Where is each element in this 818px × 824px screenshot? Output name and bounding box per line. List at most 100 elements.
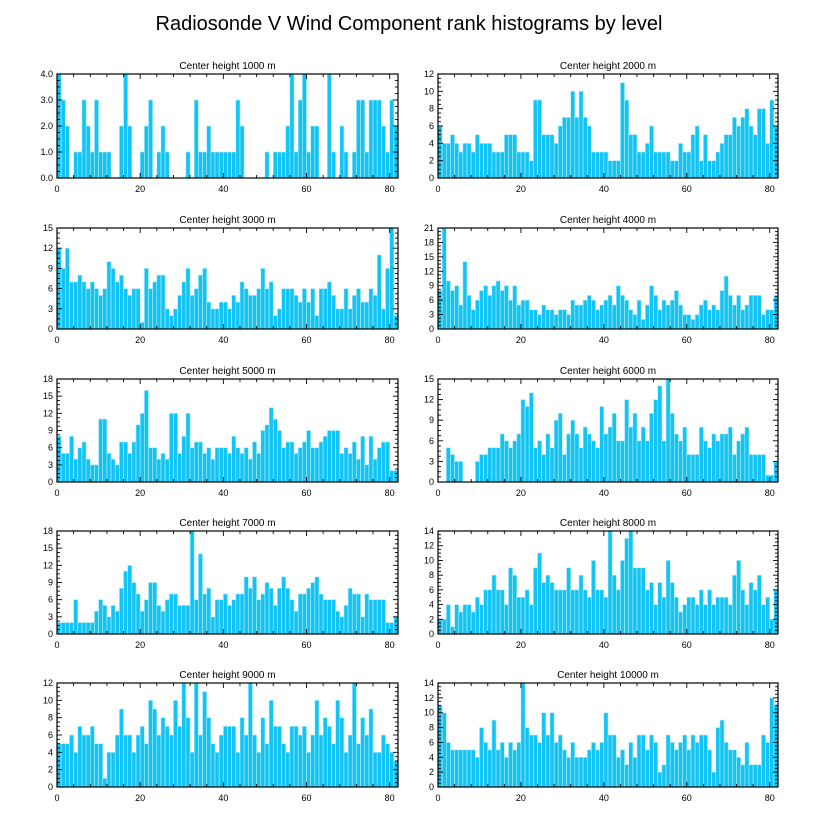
bar xyxy=(339,125,345,179)
bar xyxy=(260,268,266,330)
x-tick-label: 40 xyxy=(218,335,228,345)
bar xyxy=(499,742,505,788)
bar xyxy=(335,610,341,635)
y-tick-label: 8 xyxy=(429,723,434,733)
bar xyxy=(181,682,187,788)
bar xyxy=(223,447,228,483)
bar xyxy=(256,599,262,635)
bar xyxy=(665,304,671,330)
bar xyxy=(289,441,295,483)
x-tick-label: 60 xyxy=(682,335,692,345)
bar xyxy=(389,470,395,483)
x-tick-label: 20 xyxy=(516,793,526,803)
bar xyxy=(615,160,621,179)
bar xyxy=(586,125,592,179)
bar xyxy=(653,399,659,483)
bar xyxy=(331,743,336,788)
bar xyxy=(761,314,766,330)
bar xyxy=(339,453,345,483)
y-tick-label: 12 xyxy=(424,541,434,551)
bar xyxy=(669,742,675,788)
y-tick-label: 6 xyxy=(429,585,434,595)
bar xyxy=(727,604,733,635)
bar xyxy=(545,433,551,483)
bar xyxy=(549,712,555,788)
bar xyxy=(661,151,667,179)
bar xyxy=(769,309,775,330)
bar xyxy=(65,125,70,179)
y-tick-label: 15 xyxy=(43,391,53,401)
bar xyxy=(218,301,224,330)
bar xyxy=(148,700,153,788)
bar xyxy=(649,734,654,788)
x-tick-label: 40 xyxy=(599,640,609,650)
bar xyxy=(156,274,162,330)
bar xyxy=(570,419,576,483)
bar xyxy=(752,589,758,635)
y-tick-label: 15 xyxy=(43,543,53,553)
bar xyxy=(376,599,382,635)
bar xyxy=(545,734,551,788)
histogram-panel-8: Center height 8000 m 0 20 40 60 80 0 2 4 6 8 10 12 14 xyxy=(424,518,779,650)
bar xyxy=(160,717,166,788)
bar xyxy=(119,587,124,635)
bar xyxy=(148,582,153,635)
bar xyxy=(193,99,199,179)
bar xyxy=(364,593,370,635)
y-tick-label: 0 xyxy=(48,782,53,792)
bar xyxy=(331,430,336,483)
bar xyxy=(624,299,630,330)
bar xyxy=(202,453,208,483)
bar xyxy=(524,151,530,179)
bar xyxy=(189,752,195,788)
bar xyxy=(470,309,476,330)
bar xyxy=(445,447,451,483)
bar xyxy=(669,582,675,635)
bar xyxy=(94,610,99,635)
bar xyxy=(611,160,617,179)
bar xyxy=(744,604,750,635)
bar xyxy=(495,749,501,788)
y-tick-label: 0 xyxy=(48,324,53,334)
bar xyxy=(81,281,87,330)
bar xyxy=(231,726,237,788)
bar xyxy=(302,73,307,179)
bar xyxy=(322,288,328,330)
panels: Center height 1000 m0 20 40 60 800.01.02.03.… xyxy=(40,61,779,803)
bar xyxy=(123,73,129,179)
bar xyxy=(591,299,596,330)
bar xyxy=(218,599,224,635)
bar xyxy=(723,742,729,788)
bar xyxy=(537,99,542,179)
bar xyxy=(499,433,505,483)
bar xyxy=(499,151,505,179)
bar xyxy=(553,314,559,330)
bar xyxy=(744,108,750,179)
bar xyxy=(615,440,621,483)
x-tick-label: 0 xyxy=(54,488,59,498)
y-tick-label: 6 xyxy=(429,121,434,131)
y-tick-label: 9 xyxy=(48,578,53,588)
bar xyxy=(512,285,518,330)
bar xyxy=(562,454,567,483)
bar xyxy=(206,717,212,788)
bar xyxy=(516,596,522,635)
bar xyxy=(727,426,733,483)
bar xyxy=(674,160,679,179)
bar xyxy=(541,304,547,330)
bar xyxy=(640,426,646,483)
y-tick-label: 15 xyxy=(424,252,434,262)
bar xyxy=(603,299,609,330)
bar xyxy=(574,304,580,330)
bar xyxy=(364,734,370,788)
bar xyxy=(578,304,584,330)
bar xyxy=(491,447,497,483)
bar xyxy=(628,134,634,179)
bar xyxy=(119,441,124,483)
bar xyxy=(60,268,66,330)
bar xyxy=(318,288,324,330)
bar xyxy=(389,227,395,330)
bar xyxy=(339,616,345,635)
bar xyxy=(144,125,149,179)
bar xyxy=(653,742,659,788)
